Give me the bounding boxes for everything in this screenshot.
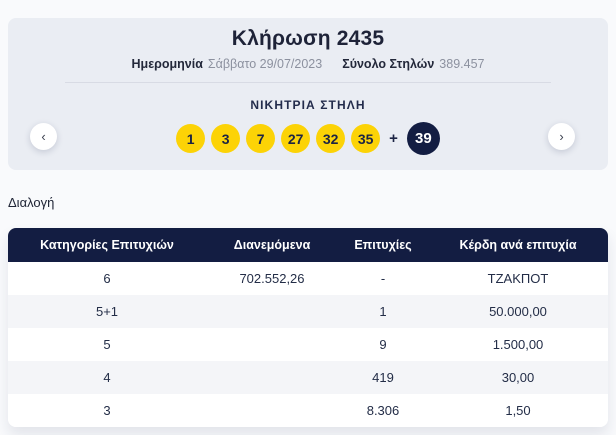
total-columns-value: 389.457: [439, 57, 485, 71]
chevron-right-icon: ›: [559, 129, 564, 144]
winning-numbers: 1 3 7 27 32 35 + 39: [8, 122, 608, 155]
table-header-row: Κατηγορίες Επιτυχιών Διανεμόμενα Επιτυχί…: [8, 228, 608, 262]
table-row: 5+1 1 50.000,00: [8, 295, 608, 328]
sorting-section-label: Διαλογή: [8, 195, 55, 210]
number-ball: 7: [246, 124, 276, 153]
number-ball: 35: [351, 124, 381, 153]
cell-category: 5: [103, 337, 111, 352]
total-columns-label: Σύνολο Στηλών: [342, 57, 435, 71]
draw-title: Κλήρωση 2435: [231, 27, 385, 50]
results-table: Κατηγορίες Επιτυχιών Διανεμόμενα Επιτυχί…: [8, 228, 608, 427]
number-ball: 1: [176, 124, 206, 153]
column-header-winners: Επιτυχίες: [354, 238, 412, 252]
table-row: 4 419 30,00: [8, 361, 608, 394]
cell-category: 6: [103, 271, 111, 286]
table-row: 3 8.306 1,50: [8, 394, 608, 427]
cell-prize: 1,50: [505, 403, 531, 418]
table-row: 5 9 1.500,00: [8, 328, 608, 361]
cell-category: 5+1: [95, 304, 119, 319]
cell-prize: 50.000,00: [489, 304, 547, 319]
chevron-left-icon: ‹: [41, 129, 46, 144]
number-ball: 32: [316, 124, 346, 153]
winning-column-label: ΝΙΚΗΤΡΙΑ ΣΤΗΛΗ: [250, 98, 366, 112]
cell-category: 3: [103, 403, 111, 418]
number-ball: 3: [211, 124, 241, 153]
cell-winners: 419: [372, 370, 394, 385]
total-columns: Σύνολο Στηλών 389.457: [342, 57, 484, 72]
cell-distributed: 702.552,26: [239, 271, 305, 286]
cell-prize: 1.500,00: [492, 337, 544, 352]
draw-date: Ημερομηνία Σάββατο 29/07/2023: [132, 57, 323, 72]
cell-prize: ΤΖΑΚΠΟΤ: [487, 271, 549, 286]
plus-sign: +: [389, 130, 398, 147]
column-header-distributed: Διανεμόμενα: [233, 238, 311, 252]
draw-date-value: Σάββατο 29/07/2023: [207, 57, 323, 71]
draw-date-label: Ημερομηνία: [131, 57, 203, 71]
cell-prize: 30,00: [501, 370, 535, 385]
column-header-prize: Κέρδη ανά επιτυχία: [459, 238, 577, 252]
divider: [65, 82, 551, 83]
number-ball: 27: [281, 124, 311, 153]
next-draw-button[interactable]: ›: [548, 123, 575, 150]
cell-winners: 8.306: [366, 403, 400, 418]
previous-draw-button[interactable]: ‹: [30, 123, 57, 150]
cell-category: 4: [103, 370, 111, 385]
draw-meta: Ημερομηνία Σάββατο 29/07/2023 Σύνολο Στηλ…: [8, 57, 608, 72]
cell-winners: 9: [379, 337, 387, 352]
cell-winners: -: [380, 271, 386, 286]
bonus-number-ball: 39: [406, 122, 440, 155]
cell-winners: 1: [379, 304, 387, 319]
table-row: 6 702.552,26 - ΤΖΑΚΠΟΤ: [8, 262, 608, 295]
column-header-categories: Κατηγορίες Επιτυχιών: [40, 238, 174, 252]
draw-card: Κλήρωση 2435 Ημερομηνία Σάββατο 29/07/202…: [8, 18, 608, 170]
